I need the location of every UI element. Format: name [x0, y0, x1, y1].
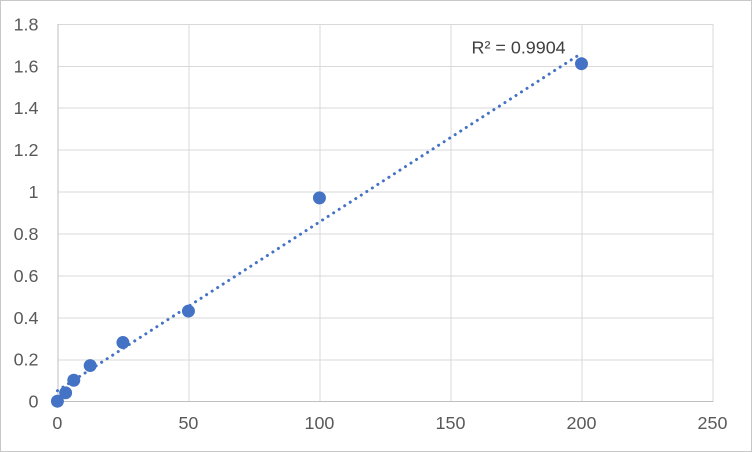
y-tick-label: 1.8: [14, 14, 39, 34]
y-tick-label: 0.8: [14, 224, 39, 244]
y-tick-label: 1.6: [14, 56, 39, 76]
r-squared-label: R² = 0.9904: [472, 37, 566, 57]
x-tick-label: 200: [567, 413, 597, 433]
y-tick-label: 1: [29, 182, 39, 202]
trendline-dotted: [55, 51, 583, 393]
data-point-marker: [312, 191, 326, 205]
data-point-marker: [116, 336, 130, 349]
data-point-marker: [67, 373, 81, 387]
y-tick-label: 1.4: [14, 98, 39, 118]
x-tick-label: 50: [178, 413, 198, 433]
data-point-marker: [83, 359, 97, 373]
data-point-marker: [59, 386, 73, 400]
x-tick-label: 150: [436, 413, 466, 433]
x-tick-label: 100: [305, 413, 335, 433]
x-tick-label: 0: [52, 413, 62, 433]
y-tick-label: 0.4: [14, 308, 39, 328]
y-tick-label: 0.6: [14, 266, 39, 286]
data-point-marker: [181, 304, 195, 318]
y-tick-label: 0.2: [14, 350, 39, 370]
y-tick-label: 1.2: [14, 140, 39, 160]
x-tick-label: 250: [698, 413, 728, 433]
data-point-marker: [50, 394, 64, 408]
y-tick-label: 0: [29, 392, 39, 412]
data-point-marker: [575, 57, 588, 71]
